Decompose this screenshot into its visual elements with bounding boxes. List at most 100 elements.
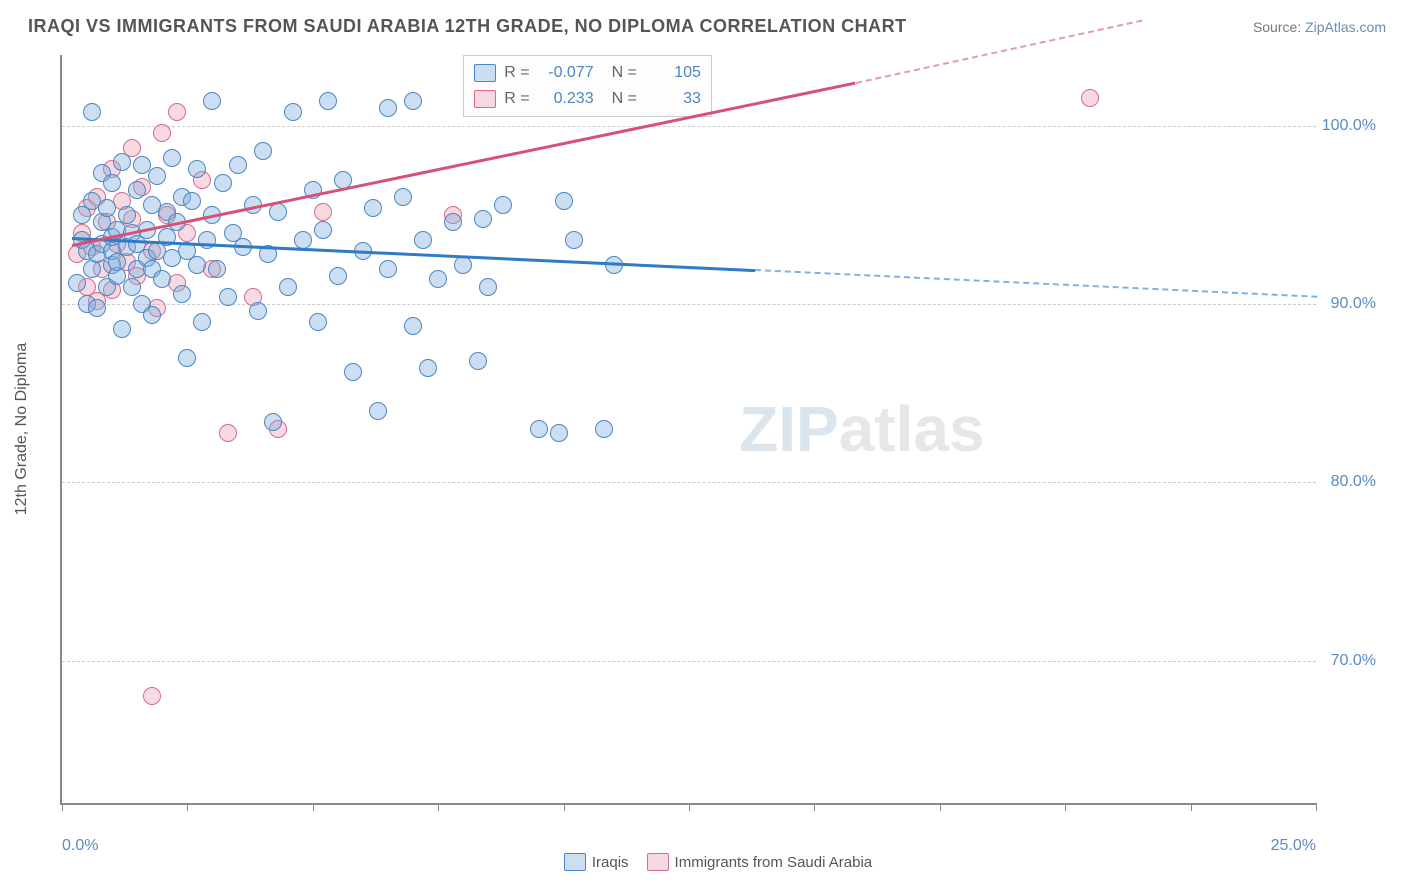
scatter-point bbox=[294, 231, 312, 249]
scatter-point bbox=[123, 278, 141, 296]
stats-row-iraqis: R = -0.077 N = 105 bbox=[474, 60, 701, 86]
legend-item-saudi: Immigrants from Saudi Arabia bbox=[647, 853, 873, 871]
scatter-point bbox=[309, 313, 327, 331]
legend-chip-pink-icon bbox=[647, 853, 669, 871]
scatter-point bbox=[279, 278, 297, 296]
legend-item-iraqis: Iraqis bbox=[564, 853, 629, 871]
legend-chip-blue-icon bbox=[564, 853, 586, 871]
watermark: ZIPatlas bbox=[739, 392, 984, 466]
gridline bbox=[62, 482, 1316, 483]
scatter-point bbox=[369, 402, 387, 420]
scatter-point bbox=[565, 231, 583, 249]
scatter-point bbox=[183, 192, 201, 210]
scatter-point bbox=[98, 199, 116, 217]
scatter-point bbox=[193, 313, 211, 331]
y-tick-label: 100.0% bbox=[1322, 117, 1376, 135]
trend-line-extrapolated bbox=[755, 269, 1318, 298]
scatter-point bbox=[364, 199, 382, 217]
scatter-point bbox=[208, 260, 226, 278]
scatter-point bbox=[344, 363, 362, 381]
gridline bbox=[62, 661, 1316, 662]
scatter-point bbox=[530, 420, 548, 438]
scatter-point bbox=[229, 156, 247, 174]
scatter-point bbox=[284, 103, 302, 121]
scatter-point bbox=[219, 288, 237, 306]
scatter-point bbox=[429, 270, 447, 288]
scatter-point bbox=[314, 203, 332, 221]
scatter-point bbox=[494, 196, 512, 214]
scatter-point bbox=[153, 124, 171, 142]
x-tick bbox=[940, 803, 941, 811]
scatter-point bbox=[143, 687, 161, 705]
scatter-point bbox=[595, 420, 613, 438]
x-tick bbox=[564, 803, 565, 811]
scatter-point bbox=[379, 260, 397, 278]
x-tick bbox=[313, 803, 314, 811]
scatter-point bbox=[178, 349, 196, 367]
scatter-point bbox=[379, 99, 397, 117]
source-link[interactable]: ZipAtlas.com bbox=[1305, 19, 1386, 35]
scatter-point bbox=[264, 413, 282, 431]
scatter-point bbox=[404, 92, 422, 110]
gridline bbox=[62, 126, 1316, 127]
scatter-plot-region: 12th Grade, No Diploma R = -0.077 N = 10… bbox=[60, 55, 1316, 805]
x-tick bbox=[1065, 803, 1066, 811]
scatter-point bbox=[329, 267, 347, 285]
scatter-point bbox=[1081, 89, 1099, 107]
scatter-point bbox=[143, 306, 161, 324]
scatter-point bbox=[414, 231, 432, 249]
scatter-point bbox=[128, 181, 146, 199]
scatter-point bbox=[148, 167, 166, 185]
scatter-point bbox=[173, 285, 191, 303]
chart-header: IRAQI VS IMMIGRANTS FROM SAUDI ARABIA 12… bbox=[0, 0, 1406, 45]
scatter-point bbox=[454, 256, 472, 274]
scatter-point bbox=[88, 299, 106, 317]
scatter-point bbox=[249, 302, 267, 320]
scatter-point bbox=[113, 153, 131, 171]
scatter-point bbox=[103, 174, 121, 192]
scatter-point bbox=[113, 320, 131, 338]
scatter-point bbox=[68, 274, 86, 292]
scatter-point bbox=[83, 103, 101, 121]
scatter-point bbox=[214, 174, 232, 192]
y-axis-label: 12th Grade, No Diploma bbox=[13, 343, 31, 516]
scatter-point bbox=[469, 352, 487, 370]
stats-row-saudi: R = 0.233 N = 33 bbox=[474, 86, 701, 112]
chart-area: 12th Grade, No Diploma R = -0.077 N = 10… bbox=[60, 45, 1376, 835]
scatter-point bbox=[163, 149, 181, 167]
x-tick bbox=[814, 803, 815, 811]
x-tick bbox=[1316, 803, 1317, 811]
scatter-point bbox=[153, 270, 171, 288]
scatter-point bbox=[188, 160, 206, 178]
chip-pink-icon bbox=[474, 90, 496, 108]
scatter-point bbox=[188, 256, 206, 274]
scatter-point bbox=[118, 206, 136, 224]
scatter-point bbox=[444, 213, 462, 231]
scatter-point bbox=[479, 278, 497, 296]
scatter-point bbox=[314, 221, 332, 239]
x-tick bbox=[438, 803, 439, 811]
chart-title: IRAQI VS IMMIGRANTS FROM SAUDI ARABIA 12… bbox=[28, 16, 907, 37]
x-tick bbox=[187, 803, 188, 811]
scatter-point bbox=[219, 424, 237, 442]
y-tick-label: 70.0% bbox=[1331, 652, 1376, 670]
y-tick-label: 80.0% bbox=[1331, 473, 1376, 491]
x-tick bbox=[62, 803, 63, 811]
scatter-point bbox=[419, 359, 437, 377]
chip-blue-icon bbox=[474, 64, 496, 82]
scatter-point bbox=[394, 188, 412, 206]
correlation-stats-box: R = -0.077 N = 105 R = 0.233 N = 33 bbox=[463, 55, 712, 117]
scatter-point bbox=[474, 210, 492, 228]
series-legend: Iraqis Immigrants from Saudi Arabia bbox=[60, 853, 1376, 871]
scatter-point bbox=[555, 192, 573, 210]
scatter-point bbox=[550, 424, 568, 442]
y-tick-label: 90.0% bbox=[1331, 295, 1376, 313]
x-tick bbox=[1191, 803, 1192, 811]
source-attribution: Source: ZipAtlas.com bbox=[1253, 19, 1386, 35]
scatter-point bbox=[254, 142, 272, 160]
x-tick bbox=[689, 803, 690, 811]
scatter-point bbox=[168, 103, 186, 121]
scatter-point bbox=[404, 317, 422, 335]
scatter-point bbox=[319, 92, 337, 110]
scatter-point bbox=[203, 92, 221, 110]
